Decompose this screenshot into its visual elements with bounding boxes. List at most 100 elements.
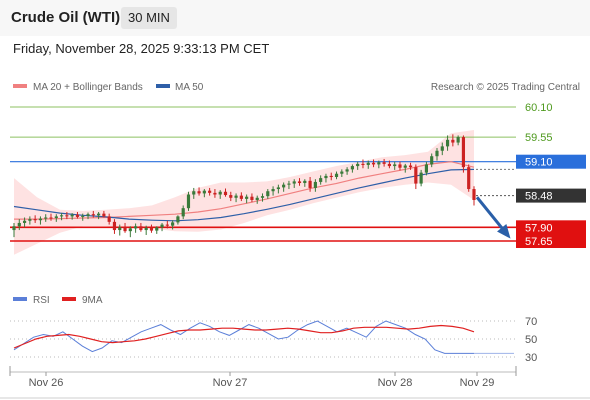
candle-body	[107, 216, 111, 222]
candle-body	[155, 227, 159, 231]
candle-body	[160, 224, 164, 228]
candle-body	[134, 226, 138, 229]
candle-body	[176, 216, 180, 223]
candle-body	[334, 173, 339, 178]
timeframe-button[interactable]: 30 MIN	[121, 7, 177, 29]
candle-body	[255, 197, 259, 200]
candle-body	[165, 224, 169, 226]
candle-body	[229, 195, 233, 198]
candle-body	[213, 192, 217, 195]
candle-body	[65, 215, 69, 217]
x-tick-label: Nov 27	[213, 377, 248, 389]
support-label: 57.65	[525, 236, 553, 248]
candle-body	[218, 191, 222, 195]
ma20-line	[14, 161, 475, 220]
candle-body	[456, 137, 460, 143]
candle-body	[81, 215, 85, 217]
candle-body	[435, 150, 439, 157]
candle-body	[287, 183, 291, 185]
candle-body	[208, 190, 212, 193]
candle-body	[424, 164, 428, 173]
candle-body	[403, 165, 407, 168]
candle-body	[139, 226, 143, 231]
candle-body	[49, 217, 53, 219]
candle-body	[276, 187, 280, 190]
candle-body	[97, 213, 101, 216]
candle-body	[54, 216, 58, 219]
candle-body	[271, 189, 275, 192]
support-tag	[516, 234, 586, 248]
current-price-label: 58.48	[525, 191, 553, 203]
rsi-line	[13, 320, 474, 354]
candle-body	[12, 226, 16, 231]
candle-body	[60, 215, 64, 217]
support-tag	[516, 220, 586, 235]
candle-body	[292, 181, 296, 184]
rsi-tick-label: 30	[525, 352, 537, 364]
candle-body	[22, 220, 27, 223]
candle-body	[430, 156, 434, 165]
x-tick-label: Nov 29	[460, 377, 495, 389]
candle-body	[414, 167, 418, 184]
candle-body	[171, 222, 175, 226]
candle-body	[345, 169, 349, 172]
rsi-tick-label: 50	[525, 334, 537, 346]
bollinger-band	[14, 130, 474, 255]
candle-body	[371, 162, 376, 165]
ma50-line	[13, 168, 475, 222]
x-tick-label: Nov 28	[378, 377, 413, 389]
candle-body	[239, 195, 243, 199]
candle-body	[366, 162, 370, 165]
candle-body	[445, 139, 450, 147]
level-labels: 60.10 59.55 59.10 58.48 57.90 57.65	[516, 102, 586, 248]
candle-body	[192, 191, 196, 195]
candle-body	[91, 214, 95, 216]
candle-body	[324, 175, 328, 179]
candle-body	[260, 196, 265, 198]
current-price-tag	[516, 188, 586, 203]
rsi-legend-label: RSI	[33, 295, 50, 306]
rsi-tick-label: 70	[525, 316, 537, 328]
ma20-legend-swatch	[13, 84, 27, 88]
candle-body	[128, 228, 132, 232]
candle-body	[451, 139, 455, 143]
candle-body	[17, 222, 21, 227]
timestamp: Friday, November 28, 2025 9:33:13 PM CET	[13, 41, 270, 56]
ma50-legend-swatch	[156, 84, 170, 88]
candle-body	[70, 214, 74, 217]
candle-body	[234, 195, 238, 198]
candle-body	[250, 196, 254, 200]
candle-body	[149, 227, 154, 231]
candle-body	[440, 146, 444, 151]
candle-body	[313, 181, 317, 188]
moving-averages	[13, 161, 475, 222]
candle-body	[467, 167, 471, 190]
candle-body	[419, 172, 423, 184]
candle-body	[356, 163, 360, 167]
resistance-label: 60.10	[525, 102, 553, 114]
candle-body	[340, 171, 344, 174]
candles	[12, 134, 476, 238]
candle-body	[361, 163, 365, 165]
candle-body	[303, 180, 307, 184]
copyright: Research © 2025 Trading Central	[431, 82, 580, 93]
candle-body	[398, 164, 402, 168]
candle-body	[393, 164, 397, 167]
support-label: 57.90	[525, 222, 553, 234]
candle-body	[319, 178, 323, 182]
candle-body	[377, 162, 381, 165]
candle-body	[44, 217, 48, 219]
candle-body	[197, 191, 201, 194]
candle-body	[408, 165, 413, 168]
rsi-ma-line	[13, 324, 475, 349]
candle-body	[186, 194, 191, 209]
ma20-legend-label: MA 20 + Bollinger Bands	[33, 82, 143, 93]
pivot-label: 59.10	[525, 157, 553, 169]
candle-body	[266, 191, 270, 197]
x-tick-label: Nov 26	[29, 377, 64, 389]
candle-body	[329, 175, 333, 178]
candle-body	[223, 191, 228, 196]
candle-body	[181, 208, 185, 217]
resistance-label: 59.55	[525, 132, 553, 144]
forecast-arrow	[475, 196, 511, 239]
